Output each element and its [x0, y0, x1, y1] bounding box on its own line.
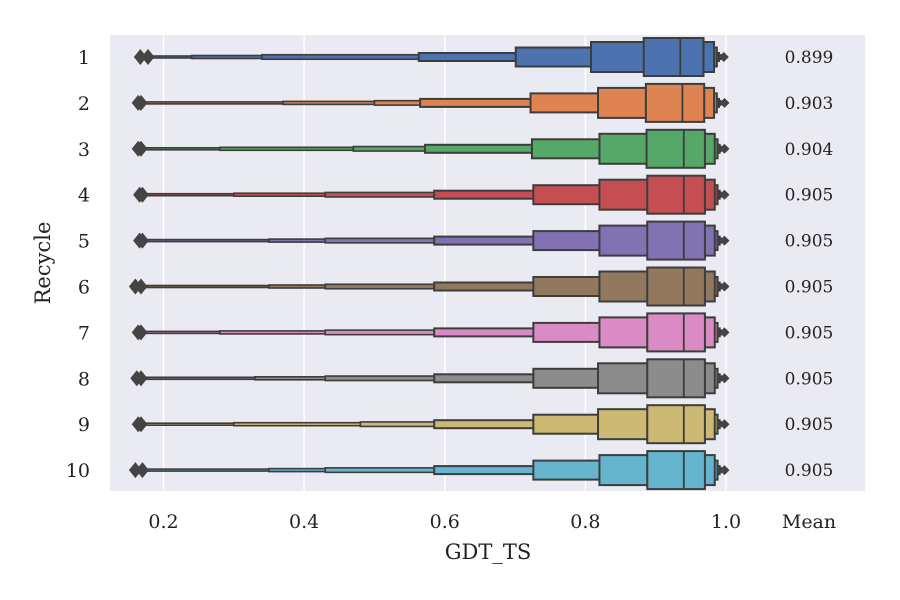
- outlier-marker: [135, 232, 149, 249]
- x-tick-label: 0.4: [289, 511, 319, 533]
- boxen-row: [128, 450, 730, 491]
- y-tick-label: 4: [78, 185, 90, 207]
- outlier-marker: [719, 327, 730, 338]
- y-tick-label: 9: [78, 414, 90, 436]
- mean-value-label: 0.905: [785, 186, 834, 206]
- plot-area: [110, 35, 865, 491]
- outlier-marker: [141, 49, 155, 65]
- outlier-marker: [719, 143, 730, 154]
- boxen-level: [646, 174, 706, 215]
- y-axis-title: Recycle: [31, 222, 55, 305]
- outlier-marker: [719, 97, 730, 108]
- boxen-row: [131, 312, 730, 353]
- outlier-marker: [719, 189, 730, 200]
- boxen-row: [133, 220, 730, 261]
- boxen-row: [131, 82, 730, 123]
- outlier-marker: [719, 465, 730, 476]
- mean-value-label: 0.905: [785, 232, 834, 252]
- y-tick-label: 5: [78, 231, 90, 253]
- boxen-level: [642, 37, 705, 77]
- y-tick-label: 3: [78, 139, 90, 161]
- outlier-marker: [135, 186, 149, 203]
- outlier-marker: [134, 416, 148, 433]
- mean-value-label: 0.905: [785, 369, 834, 389]
- boxen-row: [130, 358, 730, 399]
- x-tick-label: 0.2: [148, 511, 178, 533]
- mean-value-label: 0.899: [785, 48, 834, 68]
- boxen-level: [646, 358, 706, 399]
- mean-value-label: 0.904: [785, 140, 834, 160]
- boxen-row: [131, 128, 730, 169]
- y-tick-label: 10: [66, 460, 90, 482]
- x-axis-title: GDT_TS: [445, 540, 532, 564]
- mean-value-label: 0.905: [785, 278, 834, 298]
- y-tick-label: 6: [78, 277, 90, 299]
- boxen-row: [133, 174, 730, 215]
- boxen-series: [128, 37, 730, 491]
- outlier-marker: [133, 49, 147, 65]
- outlier-marker: [134, 324, 148, 341]
- outlier-marker: [134, 94, 148, 111]
- boxen-level: [646, 404, 706, 445]
- outlier-marker: [128, 462, 142, 479]
- y-tick-label: 8: [78, 368, 90, 390]
- mean-value-label: 0.905: [785, 415, 834, 435]
- mean-value-label: 0.903: [785, 94, 834, 114]
- y-tick-label: 1: [78, 47, 90, 69]
- y-tick-label: 7: [78, 322, 90, 344]
- outlier-marker: [135, 462, 149, 479]
- outlier-marker: [134, 140, 148, 157]
- boxen-level: [646, 312, 706, 353]
- boxen-level: [646, 266, 706, 307]
- outlier-marker: [719, 281, 730, 292]
- x-tick-label: 0.8: [570, 511, 600, 533]
- boxen-level: [644, 82, 706, 123]
- boxen-level: [645, 128, 706, 169]
- y-axis-ticks: 1 2 3 4 5 6 7 8 9 10: [66, 47, 90, 482]
- outlier-marker: [134, 370, 148, 387]
- boxen-row: [131, 404, 730, 445]
- outlier-marker: [719, 373, 730, 384]
- mean-value-label: 0.905: [785, 461, 834, 481]
- boxen-level: [646, 220, 706, 261]
- y-tick-label: 2: [78, 93, 90, 115]
- outlier-marker: [134, 278, 148, 295]
- boxen-row: [133, 37, 729, 77]
- x-tick-label: 1.0: [711, 511, 741, 533]
- outlier-marker: [719, 235, 730, 246]
- mean-column-header: Mean: [782, 511, 836, 533]
- mean-value-label: 0.905: [785, 323, 834, 343]
- mean-column: 0.899 0.903 0.904 0.905 0.905 0.905 0.905 0.905…: [785, 48, 834, 481]
- boxen-level: [646, 450, 706, 491]
- x-tick-label: 0.6: [430, 511, 460, 533]
- outlier-marker: [718, 52, 729, 62]
- outlier-marker: [719, 419, 730, 430]
- x-axis-ticks: 0.2 0.4 0.6 0.8 1.0: [148, 511, 741, 533]
- boxen-row: [128, 266, 730, 307]
